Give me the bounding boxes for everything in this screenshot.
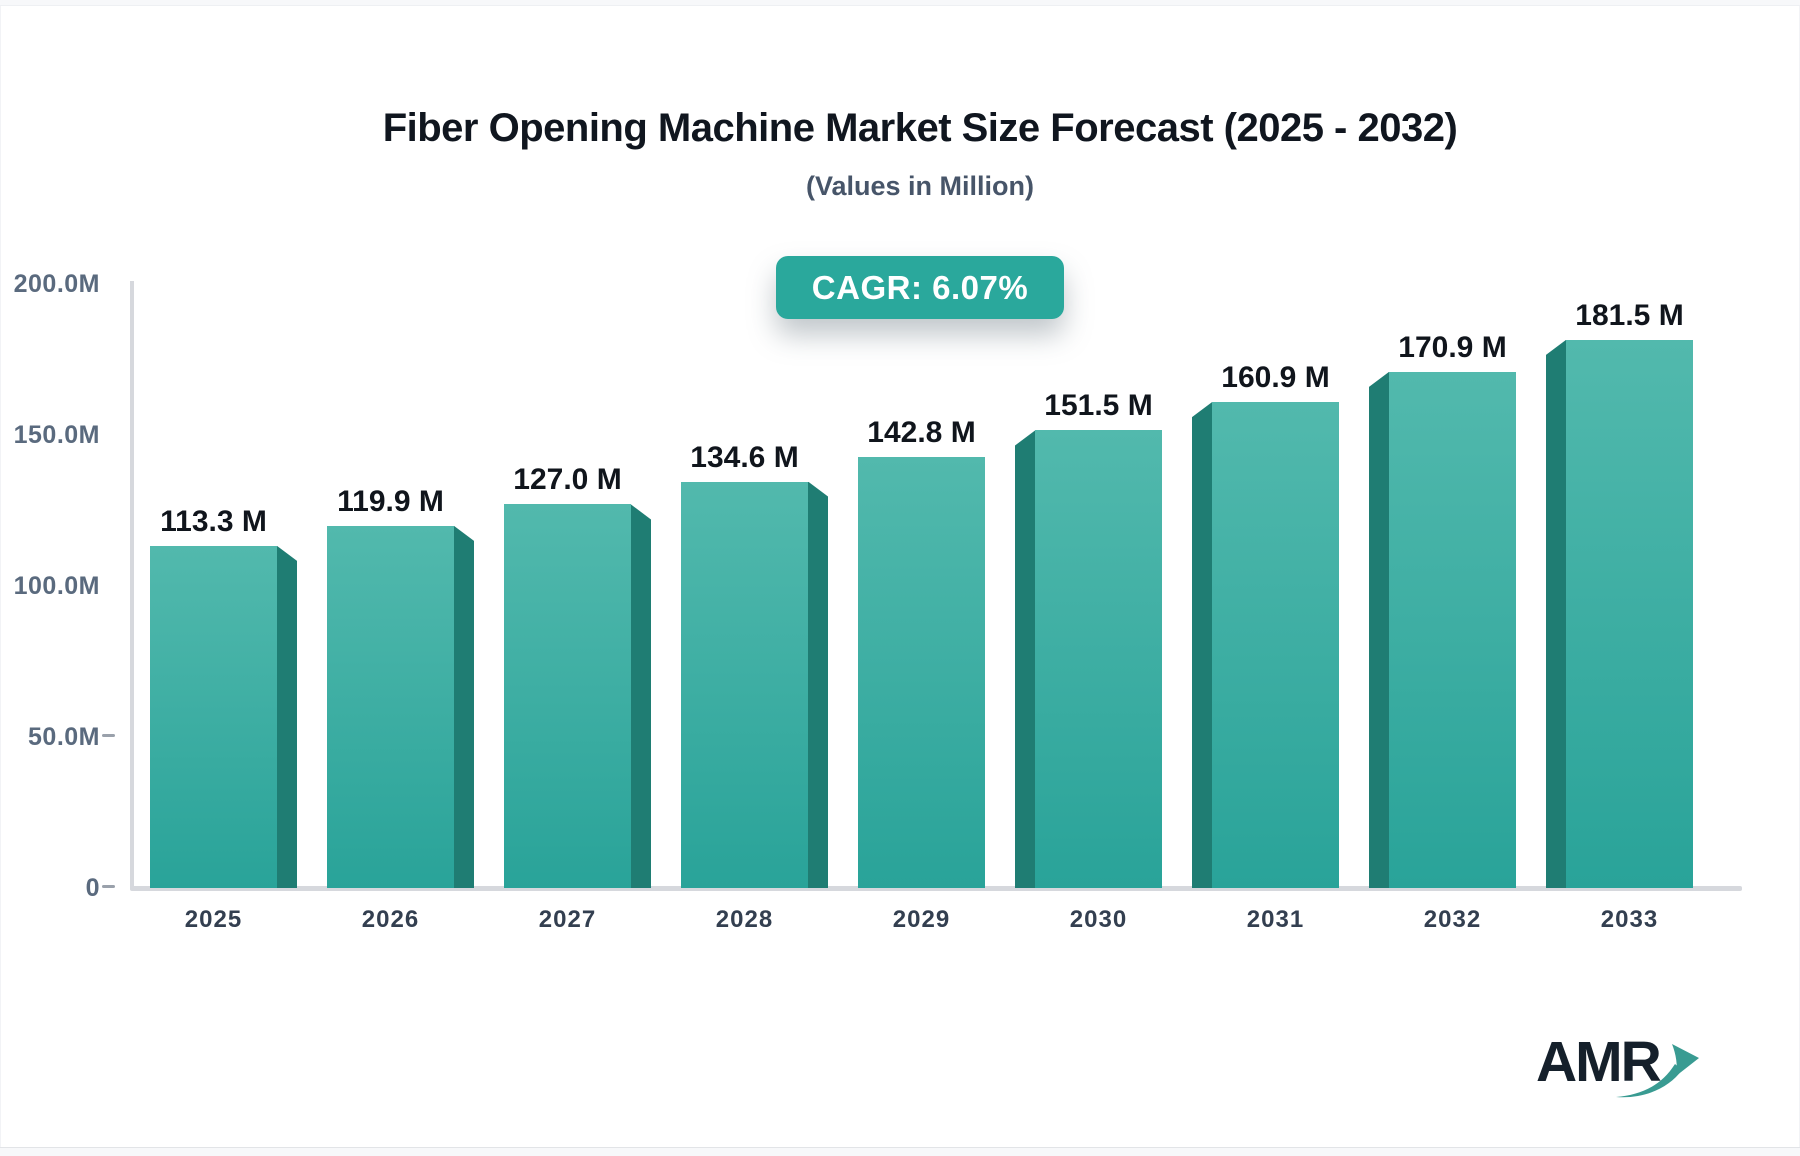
bar-2031 xyxy=(1212,402,1339,888)
cagr-badge: CAGR: 6.07% xyxy=(775,256,1065,319)
brand-logo: AMR xyxy=(1536,1034,1736,1104)
bar-value-label: 160.9 M xyxy=(1221,361,1330,395)
bar-2032 xyxy=(1389,371,1516,888)
frame-bottom-border xyxy=(0,1147,1800,1156)
brand-text: AMR xyxy=(1536,1030,1662,1094)
bar-2033 xyxy=(1566,339,1693,888)
chart-subtitle: (Values in Million) xyxy=(805,171,1035,201)
frame-top-border xyxy=(0,0,1800,6)
x-axis-label: 2031 xyxy=(1246,906,1305,933)
x-axis-label: 2025 xyxy=(184,906,243,933)
bar-2026 xyxy=(327,525,454,888)
bar-value-label: 119.9 M xyxy=(337,484,444,518)
bar-value-label: 151.5 M xyxy=(1044,389,1153,423)
x-axis-label: 2030 xyxy=(1069,906,1128,933)
y-axis-tick-label: 0 xyxy=(85,874,100,902)
bar-2029 xyxy=(858,456,985,888)
growth-arrow-icon xyxy=(1616,1044,1699,1098)
bar-side-face xyxy=(1546,339,1566,888)
x-axis-label: 2033 xyxy=(1600,906,1659,933)
x-axis-label: 2028 xyxy=(715,906,774,933)
bar-value-label: 142.8 M xyxy=(867,415,976,449)
bar-value-label: 170.9 M xyxy=(1398,330,1507,364)
chart-title: Fiber Opening Machine Market Size Foreca… xyxy=(382,106,1458,150)
bar-side-face xyxy=(454,525,474,888)
x-axis-label: 2032 xyxy=(1423,906,1482,933)
bar-side-face xyxy=(808,481,828,888)
y-axis-tick-mark xyxy=(102,885,115,888)
x-axis-label: 2029 xyxy=(892,906,951,933)
bar-2027 xyxy=(504,504,631,888)
y-axis-line xyxy=(130,281,134,888)
bar-side-face xyxy=(1192,402,1212,888)
y-axis-tick-mark xyxy=(102,734,115,737)
x-axis-label: 2026 xyxy=(361,906,420,933)
y-axis-tick-label: 200.0M xyxy=(13,270,100,298)
bar-side-face xyxy=(1015,430,1035,888)
bar-2030 xyxy=(1035,430,1162,888)
x-axis-label: 2027 xyxy=(538,906,597,933)
bar-side-face xyxy=(631,504,651,888)
bar-value-label: 134.6 M xyxy=(690,440,799,474)
bar-value-label: 113.3 M xyxy=(160,504,267,538)
bar-side-face xyxy=(277,545,297,888)
bar-2028 xyxy=(681,481,808,888)
x-axis-baseline xyxy=(130,886,1742,891)
y-axis-tick-label: 100.0M xyxy=(13,572,100,600)
cagr-badge-wrap: CAGR: 6.07% xyxy=(40,256,1800,319)
bar-side-face xyxy=(1369,371,1389,888)
y-axis-tick-label: 50.0M xyxy=(28,723,100,751)
bar-value-label: 127.0 M xyxy=(513,463,622,497)
y-axis-tick-label: 150.0M xyxy=(13,421,100,449)
bar-2025 xyxy=(150,545,277,888)
bar-value-label: 181.5 M xyxy=(1575,298,1684,332)
